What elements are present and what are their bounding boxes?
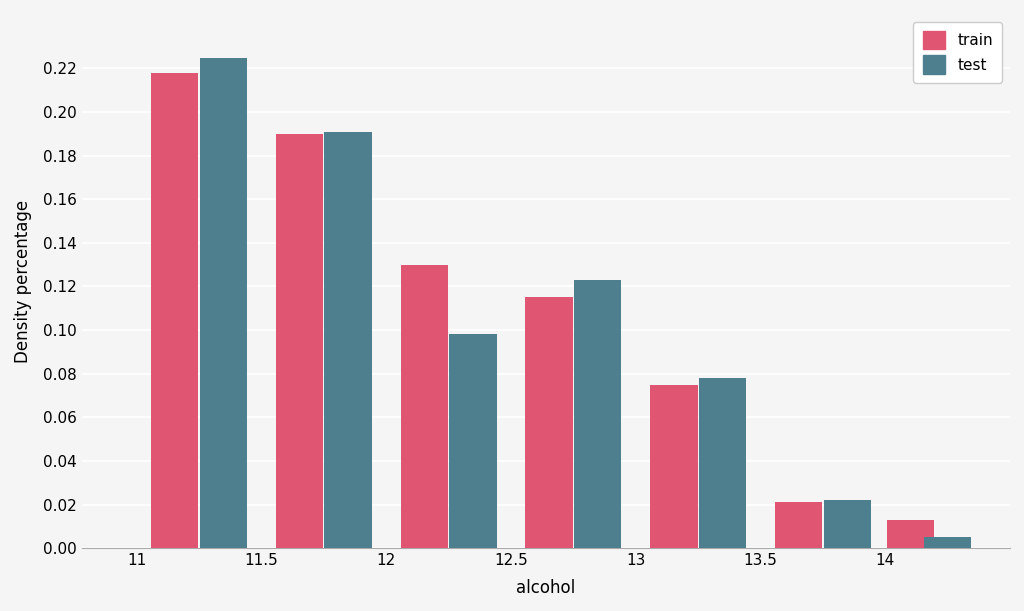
Bar	[574, 280, 622, 548]
Bar	[650, 384, 697, 548]
Bar	[400, 265, 447, 548]
Bar	[200, 57, 247, 548]
Bar	[525, 298, 572, 548]
Legend: train, test: train, test	[913, 21, 1002, 83]
Bar	[924, 537, 972, 548]
X-axis label: alcohol: alcohol	[516, 579, 575, 597]
Bar	[775, 502, 822, 548]
Bar	[698, 378, 746, 548]
Bar	[450, 334, 497, 548]
Bar	[823, 500, 871, 548]
Y-axis label: Density percentage: Density percentage	[14, 199, 32, 362]
Bar	[151, 73, 199, 548]
Bar	[325, 131, 372, 548]
Bar	[887, 520, 934, 548]
Bar	[275, 134, 324, 548]
